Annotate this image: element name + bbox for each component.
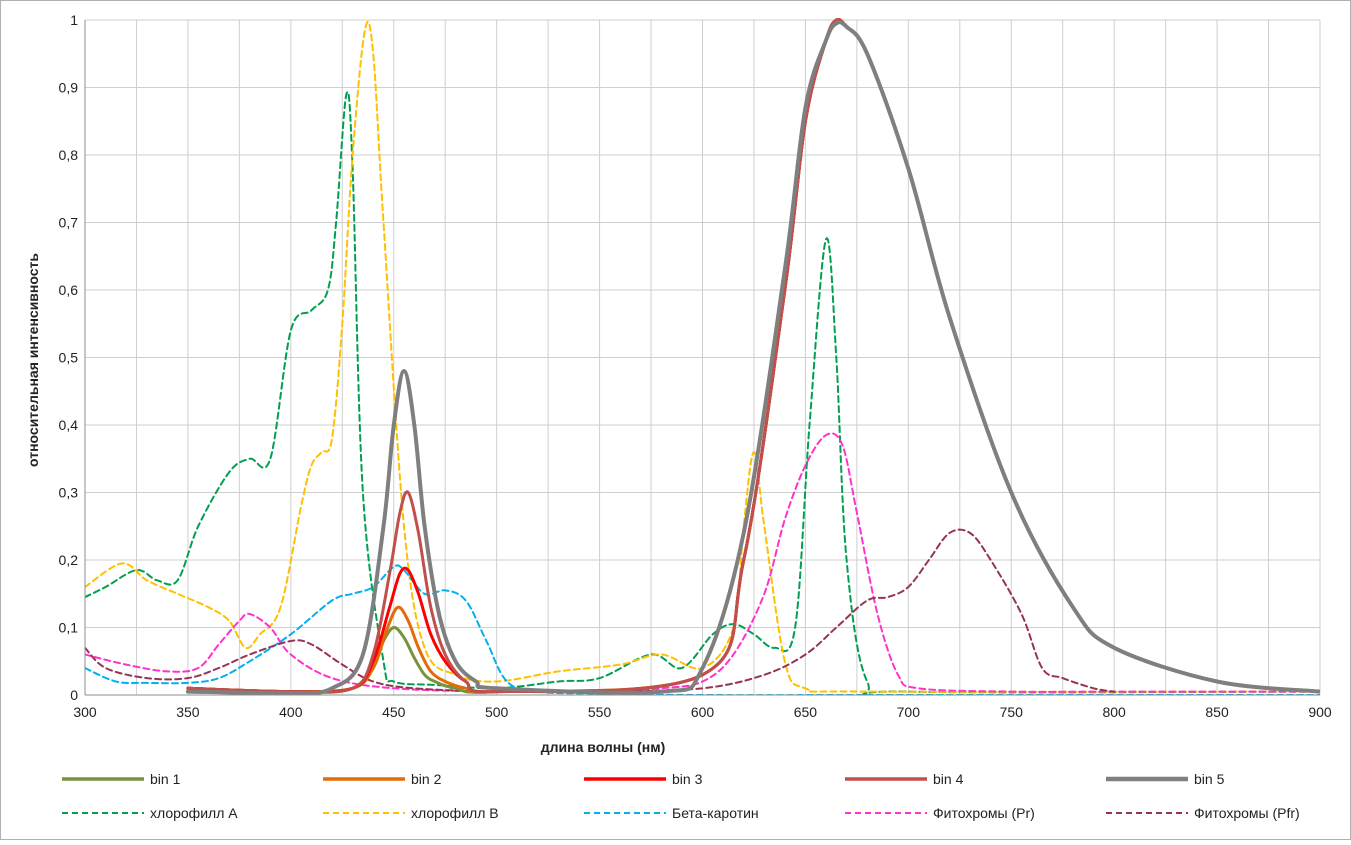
x-tick-label: 300 <box>73 704 97 720</box>
y-tick-label: 0,5 <box>59 350 79 366</box>
legend-label-1: bin 1 <box>150 771 181 787</box>
x-tick-label: 500 <box>485 704 509 720</box>
y-tick-label: 0,8 <box>59 147 79 163</box>
legend-label-7: хлорофилл В <box>411 805 499 821</box>
y-tick-label: 1 <box>70 12 78 28</box>
x-tick-label: 400 <box>279 704 303 720</box>
x-tick-label: 650 <box>794 704 818 720</box>
x-tick-label: 350 <box>176 704 200 720</box>
y-tick-label: 0,2 <box>59 552 79 568</box>
x-tick-label: 750 <box>1000 704 1024 720</box>
y-tick-label: 0,6 <box>59 282 79 298</box>
legend-label-9: Фитохромы (Pr) <box>933 805 1035 821</box>
series-line-5 <box>185 20 1320 695</box>
y-tick-label: 0,4 <box>59 417 79 433</box>
series-line-7 <box>85 20 1320 693</box>
x-tick-label: 900 <box>1308 704 1332 720</box>
x-tick-label: 850 <box>1205 704 1229 720</box>
axes <box>84 20 1320 696</box>
legend: bin 1 bin 2 bin 3 bin 4 bin 5 хлорофилл А хлор… <box>62 771 1300 821</box>
legend-label-2: bin 2 <box>411 771 442 787</box>
legend-label-3: bin 3 <box>672 771 703 787</box>
x-tick-label: 600 <box>691 704 715 720</box>
tick-labels: 300 350 400 450 500 550 600 650 700 750 800 850 900 0… <box>59 12 1332 720</box>
y-tick-label: 0,7 <box>59 215 79 231</box>
series-line-10 <box>85 528 1116 694</box>
y-tick-label: 0,1 <box>59 620 79 636</box>
series-line-9 <box>85 432 1320 694</box>
x-tick-label: 800 <box>1102 704 1126 720</box>
y-tick-label: 0,3 <box>59 485 79 501</box>
legend-label-4: bin 4 <box>933 771 964 787</box>
x-tick-label: 550 <box>588 704 612 720</box>
x-axis-title: длина волны (нм) <box>541 739 665 755</box>
x-tick-label: 700 <box>897 704 921 720</box>
legend-label-5: bin 5 <box>1194 771 1225 787</box>
x-tick-label: 450 <box>382 704 406 720</box>
y-tick-label: 0,9 <box>59 80 79 96</box>
y-tick-label: 0 <box>70 687 78 703</box>
legend-label-6: хлорофилл А <box>150 805 238 821</box>
legend-label-10: Фитохромы (Pfr) <box>1194 805 1300 821</box>
y-axis-title: относительная интенсивность <box>25 253 41 467</box>
series-layer <box>85 18 1320 695</box>
legend-label-8: Бета-каротин <box>672 805 759 821</box>
